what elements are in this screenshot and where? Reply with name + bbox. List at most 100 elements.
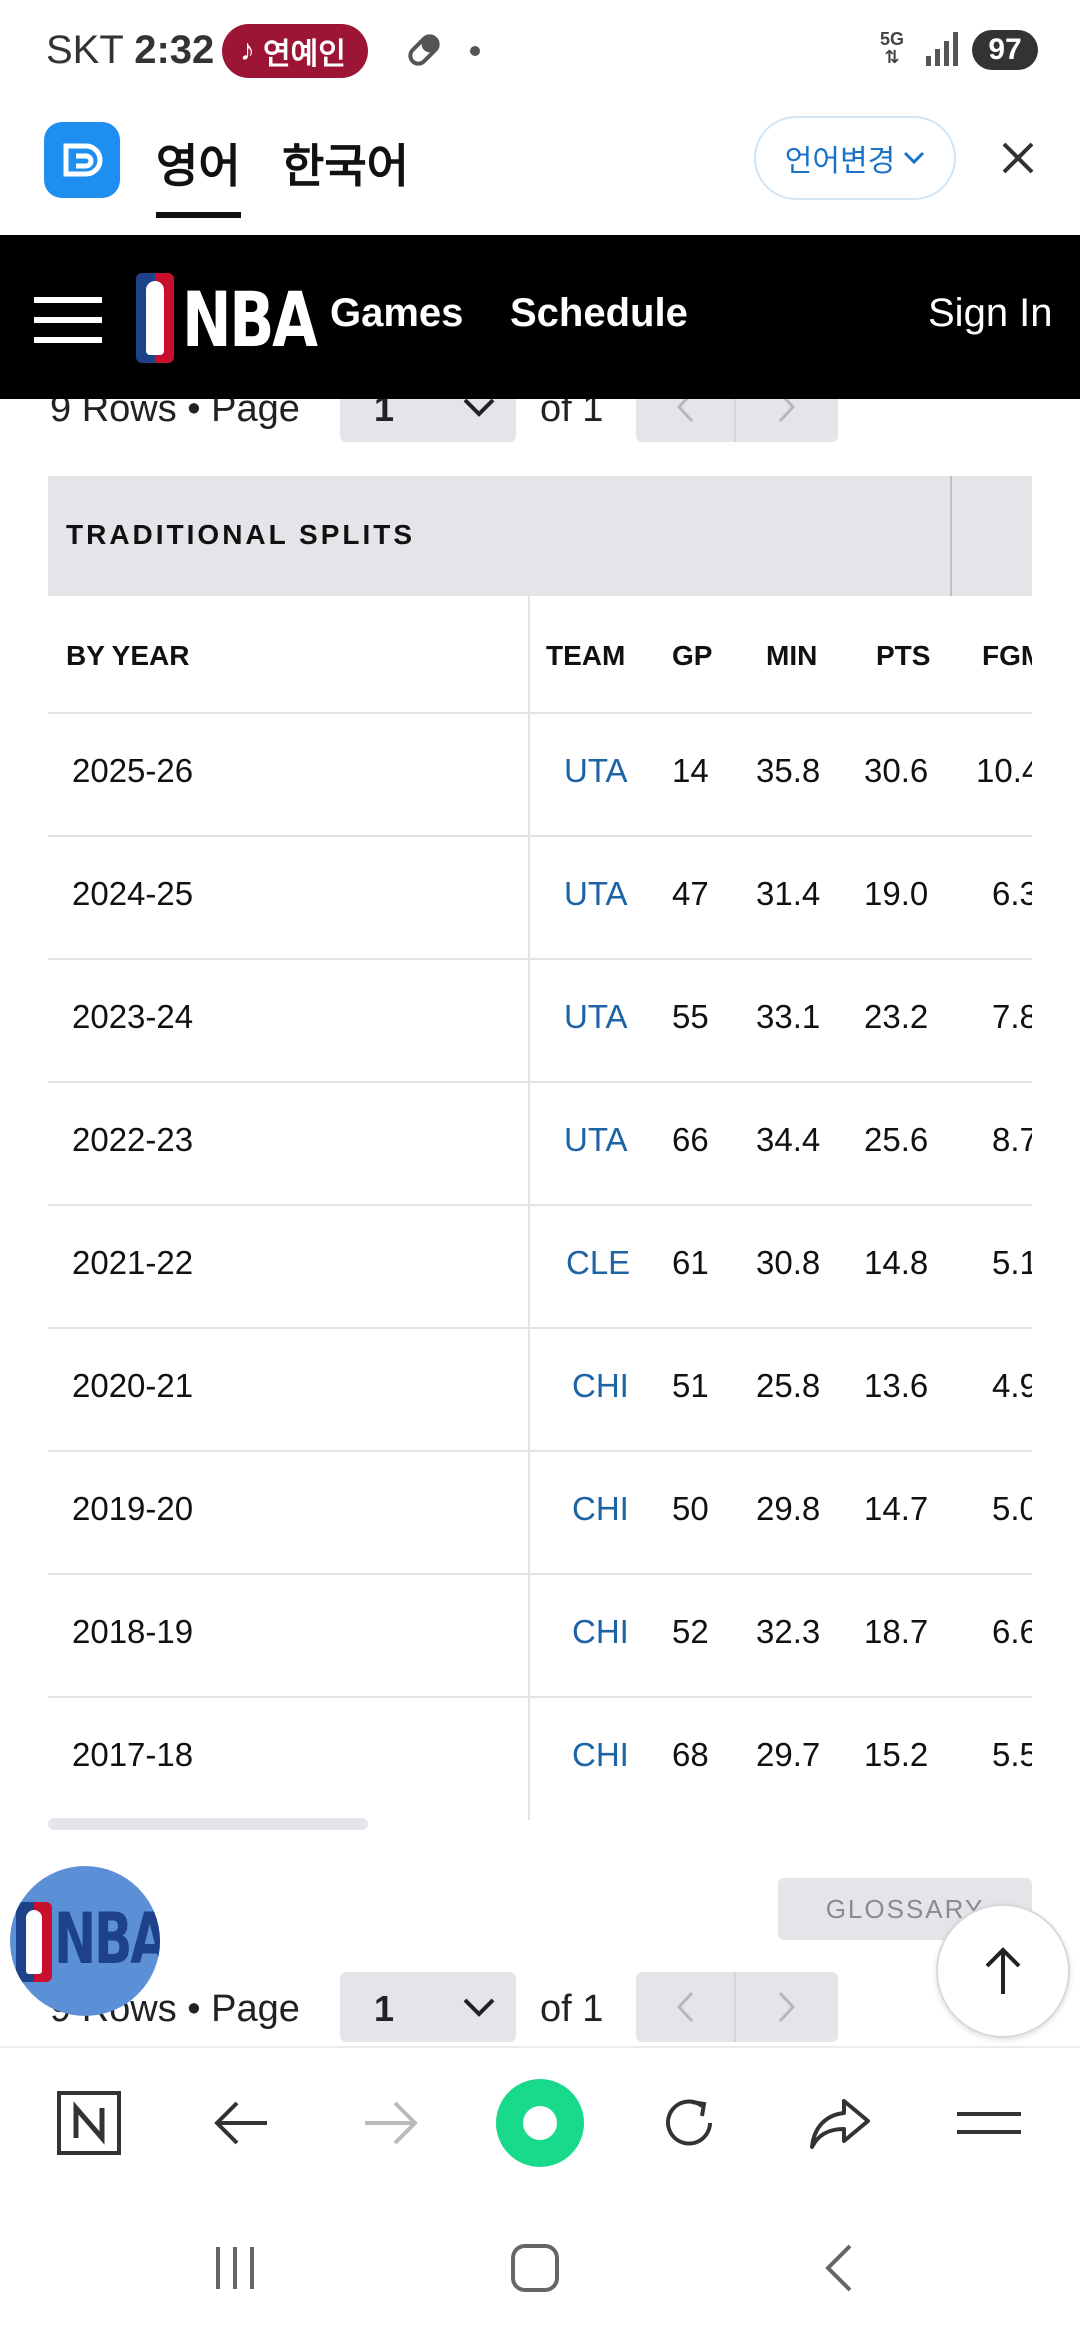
music-notification-pill[interactable]: ♪ 연예인 bbox=[222, 24, 368, 78]
nba-header-nav: NBA Games Schedule Sign In bbox=[0, 235, 1080, 399]
column-header-fgm[interactable]: FGM bbox=[982, 640, 1032, 671]
network-label: 5G bbox=[880, 29, 905, 49]
clock: 2:32 bbox=[134, 28, 215, 72]
cell-team-link[interactable]: UTA bbox=[564, 1121, 628, 1158]
change-language-button[interactable]: 언어변경 bbox=[754, 116, 956, 200]
change-language-label: 언어변경 bbox=[784, 145, 896, 178]
menu-button[interactable] bbox=[944, 2078, 1034, 2168]
arrow-up-icon bbox=[985, 1947, 1021, 1994]
nba-logo-mark-icon bbox=[16, 1902, 52, 1982]
cell-min: 32.3 bbox=[756, 1613, 821, 1650]
system-back-button[interactable] bbox=[804, 2238, 874, 2298]
green-dot-icon bbox=[496, 2079, 584, 2167]
cell-gp: 47 bbox=[672, 875, 709, 912]
translator-app-icon[interactable] bbox=[44, 122, 120, 198]
cell-fgm: 5.0 bbox=[992, 1490, 1032, 1527]
cell-min: 34.4 bbox=[756, 1121, 821, 1158]
more-notifications-dot bbox=[470, 46, 480, 56]
tab-source-language[interactable]: 영어 bbox=[156, 130, 241, 218]
cell-team-link[interactable]: CLE bbox=[566, 1244, 631, 1281]
column-header-pts[interactable]: PTS bbox=[876, 640, 931, 671]
column-header-gp[interactable]: GP bbox=[672, 640, 713, 671]
cell-min: 29.7 bbox=[756, 1736, 821, 1773]
page-nav-buttons bbox=[636, 1972, 838, 2042]
cell-pts: 19.0 bbox=[864, 875, 929, 912]
cell-team-link[interactable]: CHI bbox=[572, 1736, 629, 1773]
cell-min: 25.8 bbox=[756, 1367, 821, 1404]
naver-home-button[interactable] bbox=[44, 2078, 134, 2168]
status-carrier-time: SKT 2:32 bbox=[46, 28, 214, 73]
floating-logo-text: NBA bbox=[54, 1898, 160, 1980]
cell-team-link[interactable]: CHI bbox=[572, 1613, 629, 1650]
pill-capsule-icon bbox=[408, 34, 440, 66]
browser-toolbar bbox=[0, 2046, 1080, 2196]
hamburger-menu-icon[interactable] bbox=[34, 297, 102, 343]
nba-logo-mark-icon bbox=[136, 273, 174, 363]
chevron-left-icon bbox=[676, 1991, 694, 2023]
cell-fgm: 4.9 bbox=[992, 1367, 1032, 1404]
prev-page-button[interactable] bbox=[636, 1972, 736, 2042]
scroll-to-top-button[interactable] bbox=[936, 1904, 1070, 2038]
page-select[interactable]: 1 bbox=[340, 1972, 516, 2042]
chevron-down-icon bbox=[463, 398, 495, 417]
cell-pts: 18.7 bbox=[864, 1613, 929, 1650]
cell-pts: 14.7 bbox=[864, 1490, 929, 1527]
cell-min: 29.8 bbox=[756, 1490, 821, 1527]
table-row: 2019-20 CHI 50 29.8 14.7 5.0 bbox=[48, 1452, 1032, 1575]
nba-logo[interactable]: NBA bbox=[136, 273, 318, 363]
cell-min: 30.8 bbox=[756, 1244, 821, 1281]
table-row: 2021-22 CLE 61 30.8 14.8 5.1 bbox=[48, 1206, 1032, 1329]
cell-year: 2025-26 bbox=[72, 752, 194, 789]
table-row: 2025-26 UTA 14 35.8 30.6 10.4 bbox=[48, 714, 1032, 837]
cell-year: 2018-19 bbox=[72, 1613, 194, 1650]
carrier-label: SKT bbox=[46, 28, 124, 72]
nav-link-games[interactable]: Games bbox=[330, 291, 464, 335]
table-row: 2023-24 UTA 55 33.1 23.2 7.8 bbox=[48, 960, 1032, 1083]
share-button[interactable] bbox=[795, 2078, 885, 2168]
green-dot-button[interactable] bbox=[495, 2078, 585, 2168]
sign-in-link[interactable]: Sign In bbox=[928, 291, 1053, 335]
cell-fgm: 6.3 bbox=[992, 875, 1032, 912]
recent-apps-button[interactable] bbox=[200, 2238, 270, 2298]
nba-logo-text: NBA bbox=[182, 275, 318, 364]
nav-link-schedule[interactable]: Schedule bbox=[510, 291, 688, 335]
table-row: 2022-23 UTA 66 34.4 25.6 8.7 bbox=[48, 1083, 1032, 1206]
cell-year: 2023-24 bbox=[72, 998, 194, 1035]
back-chevron-icon bbox=[825, 2244, 852, 2292]
table-horizontal-scrollbar[interactable] bbox=[48, 1818, 368, 1830]
refresh-button[interactable] bbox=[644, 2078, 734, 2168]
back-button[interactable] bbox=[196, 2078, 286, 2168]
share-icon bbox=[810, 2099, 870, 2149]
cell-fgm: 5.1 bbox=[992, 1244, 1032, 1281]
cell-fgm: 5.5 bbox=[992, 1736, 1032, 1773]
translate-logo-icon bbox=[63, 143, 103, 177]
battery-indicator: 97 bbox=[972, 30, 1038, 70]
forward-button[interactable] bbox=[346, 2078, 436, 2168]
network-type-icon: 5G ⇅ bbox=[880, 29, 905, 67]
page-count-label: of 1 bbox=[540, 1988, 604, 2030]
cell-gp: 50 bbox=[672, 1490, 709, 1527]
cell-fgm: 6.6 bbox=[992, 1613, 1032, 1650]
status-bar: SKT 2:32 ♪ 연예인 5G ⇅ 97 bbox=[0, 0, 1080, 100]
column-header-min[interactable]: MIN bbox=[766, 640, 818, 671]
arrow-left-icon bbox=[214, 2101, 267, 2145]
cell-team-link[interactable]: UTA bbox=[564, 752, 628, 789]
close-icon[interactable] bbox=[996, 136, 1040, 180]
floating-nba-bubble[interactable]: NBA bbox=[10, 1866, 160, 2016]
table-row: 2017-18 CHI 68 29.7 15.2 5.5 bbox=[48, 1698, 1032, 1820]
column-header-year[interactable]: BY YEAR bbox=[66, 640, 190, 671]
home-button[interactable] bbox=[500, 2238, 570, 2298]
cell-team-link[interactable]: UTA bbox=[564, 875, 628, 912]
cell-team-link[interactable]: CHI bbox=[572, 1490, 629, 1527]
table-header-row: BY YEAR TEAM GP MIN PTS FGM bbox=[48, 596, 1032, 714]
tab-target-language[interactable]: 한국어 bbox=[282, 140, 409, 192]
cell-pts: 30.6 bbox=[864, 752, 929, 789]
cell-gp: 61 bbox=[672, 1244, 709, 1281]
next-page-button[interactable] bbox=[737, 1972, 837, 2042]
stats-table[interactable]: BY YEAR TEAM GP MIN PTS FGM 2025-26 UTA … bbox=[48, 596, 1032, 1820]
section-title: TRADITIONAL SPLITS bbox=[66, 519, 416, 550]
cell-team-link[interactable]: UTA bbox=[564, 998, 628, 1035]
cell-team-link[interactable]: CHI bbox=[572, 1367, 629, 1404]
notification-pill-label: 연예인 bbox=[263, 38, 346, 71]
column-header-team[interactable]: TEAM bbox=[546, 640, 626, 671]
